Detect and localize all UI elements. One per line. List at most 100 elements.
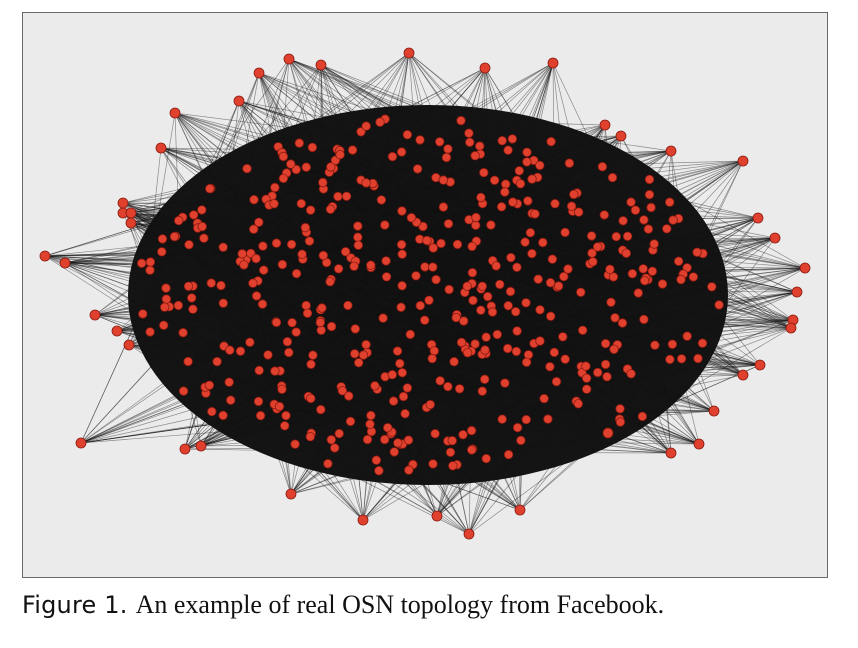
network-edge bbox=[284, 145, 480, 426]
network-edge bbox=[362, 246, 601, 521]
network-edge bbox=[531, 253, 606, 344]
network-edge bbox=[524, 241, 551, 283]
network-edge bbox=[401, 254, 521, 511]
network-edge bbox=[519, 362, 527, 511]
network-edge bbox=[531, 213, 592, 237]
network-node bbox=[396, 239, 407, 250]
network-node bbox=[75, 437, 87, 449]
network-edge bbox=[323, 188, 508, 349]
network-edge bbox=[286, 172, 744, 376]
network-edge bbox=[116, 162, 570, 332]
network-edge bbox=[485, 286, 712, 354]
network-edge bbox=[483, 172, 527, 303]
network-edge bbox=[204, 223, 449, 388]
network-edge bbox=[329, 171, 792, 329]
network-node bbox=[497, 414, 507, 424]
network-edge bbox=[130, 222, 410, 471]
network-edge bbox=[402, 165, 541, 445]
network-node bbox=[607, 172, 618, 183]
network-edge bbox=[163, 308, 194, 326]
network-edge bbox=[486, 336, 535, 344]
network-edge bbox=[448, 124, 606, 290]
network-edge bbox=[443, 206, 794, 321]
network-edge bbox=[436, 335, 688, 517]
network-edge bbox=[355, 260, 569, 270]
network-node bbox=[286, 159, 296, 169]
network-edge bbox=[184, 201, 632, 450]
network-node bbox=[479, 62, 491, 74]
network-edge bbox=[274, 203, 593, 263]
network-edge bbox=[386, 183, 506, 278]
network-edge bbox=[517, 319, 794, 428]
network-node bbox=[381, 256, 391, 266]
network-edge bbox=[374, 305, 509, 387]
network-node bbox=[508, 197, 518, 207]
network-node bbox=[186, 293, 197, 303]
network-node bbox=[212, 356, 222, 367]
network-edge bbox=[468, 274, 609, 535]
network-node bbox=[454, 384, 465, 394]
network-node bbox=[173, 300, 184, 311]
network-edge bbox=[64, 219, 470, 264]
network-edge bbox=[130, 222, 516, 313]
network-edge bbox=[249, 217, 759, 343]
network-edge bbox=[370, 166, 603, 416]
network-edge bbox=[290, 243, 655, 495]
network-node bbox=[323, 459, 333, 469]
network-edge bbox=[397, 413, 406, 443]
network-edge bbox=[384, 67, 486, 377]
network-edge bbox=[174, 112, 598, 248]
network-node bbox=[424, 295, 434, 306]
network-edge bbox=[554, 217, 759, 353]
network-edge bbox=[150, 261, 322, 309]
network-edge bbox=[64, 262, 380, 471]
network-edge bbox=[411, 206, 444, 218]
network-node bbox=[225, 395, 236, 405]
network-edge bbox=[276, 364, 761, 410]
network-edge bbox=[408, 52, 449, 150]
network-edge bbox=[253, 228, 699, 359]
network-edge bbox=[387, 427, 609, 434]
network-node bbox=[443, 144, 453, 154]
network-edge bbox=[408, 52, 487, 459]
network-edge bbox=[320, 342, 703, 410]
network-edge bbox=[412, 160, 535, 465]
network-node bbox=[270, 366, 280, 376]
network-edge bbox=[333, 168, 720, 306]
network-edge bbox=[381, 199, 518, 428]
network-edge bbox=[370, 135, 622, 268]
network-edge bbox=[436, 336, 564, 517]
network-edge bbox=[417, 168, 521, 511]
network-edge bbox=[576, 400, 700, 445]
network-node bbox=[471, 212, 481, 223]
network-node bbox=[617, 318, 628, 328]
network-edge bbox=[205, 374, 744, 394]
network-edge bbox=[369, 160, 744, 425]
network-edge bbox=[419, 239, 466, 347]
network-node bbox=[483, 291, 493, 302]
network-edge bbox=[274, 240, 428, 405]
network-edge bbox=[322, 182, 587, 367]
network-edge bbox=[243, 264, 307, 306]
network-edge bbox=[160, 147, 283, 387]
network-edge bbox=[184, 300, 474, 450]
network-edge bbox=[519, 273, 684, 511]
network-edge bbox=[372, 183, 505, 193]
network-edge bbox=[306, 305, 522, 441]
network-edge bbox=[527, 150, 672, 202]
network-edge bbox=[164, 228, 649, 308]
network-node bbox=[610, 313, 620, 323]
network-edge bbox=[211, 410, 715, 412]
network-edge bbox=[497, 138, 513, 335]
network-node bbox=[291, 268, 302, 279]
network-edge bbox=[447, 148, 521, 511]
network-edge bbox=[262, 303, 761, 366]
network-edge bbox=[408, 52, 682, 280]
network-edge bbox=[609, 269, 672, 454]
network-edge bbox=[350, 257, 614, 278]
network-edge bbox=[238, 100, 487, 459]
network-edge bbox=[128, 200, 528, 346]
network-edge bbox=[258, 72, 339, 197]
network-edge bbox=[366, 52, 410, 353]
network-edge bbox=[252, 249, 653, 284]
